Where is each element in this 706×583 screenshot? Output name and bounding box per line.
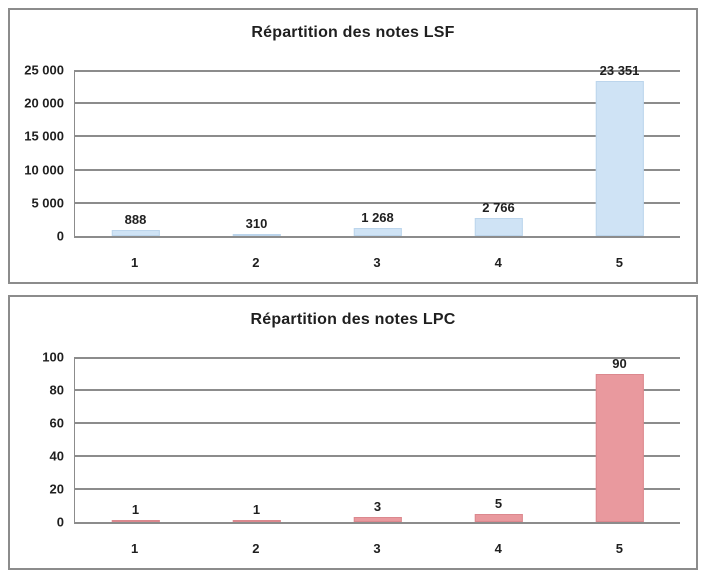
bar-slot: 90 (559, 357, 680, 522)
y-tick-label: 40 (49, 448, 64, 464)
x-tick-label: 5 (615, 255, 624, 270)
gridline (75, 168, 680, 171)
x-tick-label: 4 (494, 255, 502, 270)
y-tick-label: 0 (56, 514, 64, 530)
gridline (75, 357, 680, 359)
bar-value-label: 2 766 (482, 199, 515, 215)
bar-slot: 1 268 (317, 70, 438, 236)
bar-note-2 (232, 233, 281, 236)
x-tick-label: 3 (373, 541, 381, 556)
x-tick-label: 1 (130, 541, 139, 556)
lpc-chart-panel: Répartition des notes LPC 0 20 40 60 80 100 1 1… (8, 295, 698, 570)
lsf-x-axis: 1 2 3 4 5 (74, 255, 680, 270)
x-tick-label: 5 (615, 541, 624, 556)
gridline (75, 389, 680, 391)
gridline (75, 70, 680, 72)
lsf-chart-title: Répartition des notes LSF (251, 24, 455, 41)
lpc-chart-title: Répartition des notes LPC (250, 311, 456, 328)
x-tick-label: 2 (252, 541, 260, 556)
y-tick-label: 10 000 (24, 162, 64, 178)
lpc-plot-area: 0 20 40 60 80 100 1 1 3 5 90 (42, 351, 680, 529)
gridline (75, 488, 680, 490)
y-tick-label: 25 000 (24, 62, 64, 78)
bar-slot: 888 (75, 70, 196, 236)
x-tick-label: 1 (130, 255, 139, 270)
bar-note-2 (232, 520, 281, 522)
bar-note-3 (353, 517, 402, 522)
bar-note-1 (111, 230, 160, 236)
bar-slot: 2 766 (438, 70, 559, 236)
gridline (75, 135, 680, 138)
x-tick-label: 4 (494, 541, 502, 556)
x-tick-label: 2 (252, 255, 260, 270)
bar-note-1 (111, 520, 160, 522)
y-tick-label: 80 (49, 382, 64, 398)
y-tick-label: 20 000 (24, 95, 64, 111)
bar-series: 1 1 3 5 90 (75, 357, 680, 522)
bar-value-label: 888 (124, 212, 147, 228)
bar-note-4 (474, 217, 523, 236)
bar-value-label: 1 268 (361, 209, 394, 225)
y-tick-label: 100 (42, 349, 64, 365)
bar-slot: 3 (317, 357, 438, 522)
bar-value-label: 5 (494, 495, 503, 511)
bar-note-5 (595, 80, 644, 236)
bar-value-label: 3 (373, 499, 382, 515)
bar-series: 888 310 1 268 2 766 23 351 (75, 64, 680, 236)
bar-slot: 1 (75, 357, 196, 522)
bar-value-label: 1 (131, 502, 140, 518)
bar-slot: 1 (196, 357, 317, 522)
y-tick-label: 0 (56, 228, 64, 244)
lsf-plot-area: 0 5 000 10 000 15 000 20 000 25 000 888 310 1 26… (24, 64, 680, 243)
gridline (75, 422, 680, 424)
lpc-x-axis: 1 2 3 4 5 (74, 541, 680, 556)
bar-note-4 (474, 513, 523, 522)
y-tick-label: 20 (49, 481, 64, 497)
bar-value-label: 23 351 (599, 62, 640, 78)
y-tick-label: 15 000 (24, 128, 64, 144)
bar-value-label: 90 (612, 355, 627, 371)
bar-slot: 310 (196, 70, 317, 236)
y-tick-label: 60 (49, 415, 64, 431)
gridline (75, 455, 680, 457)
bar-slot: 23 351 (559, 64, 680, 236)
bar-value-label: 1 (252, 502, 261, 518)
gridline (75, 102, 680, 105)
bar-note-3 (353, 227, 402, 236)
x-tick-label: 3 (373, 255, 381, 270)
bar-note-5 (595, 373, 644, 522)
bar-value-label: 310 (245, 215, 268, 231)
bar-slot: 5 (438, 357, 559, 522)
gridline (75, 201, 680, 204)
y-tick-label: 5 000 (31, 195, 64, 211)
